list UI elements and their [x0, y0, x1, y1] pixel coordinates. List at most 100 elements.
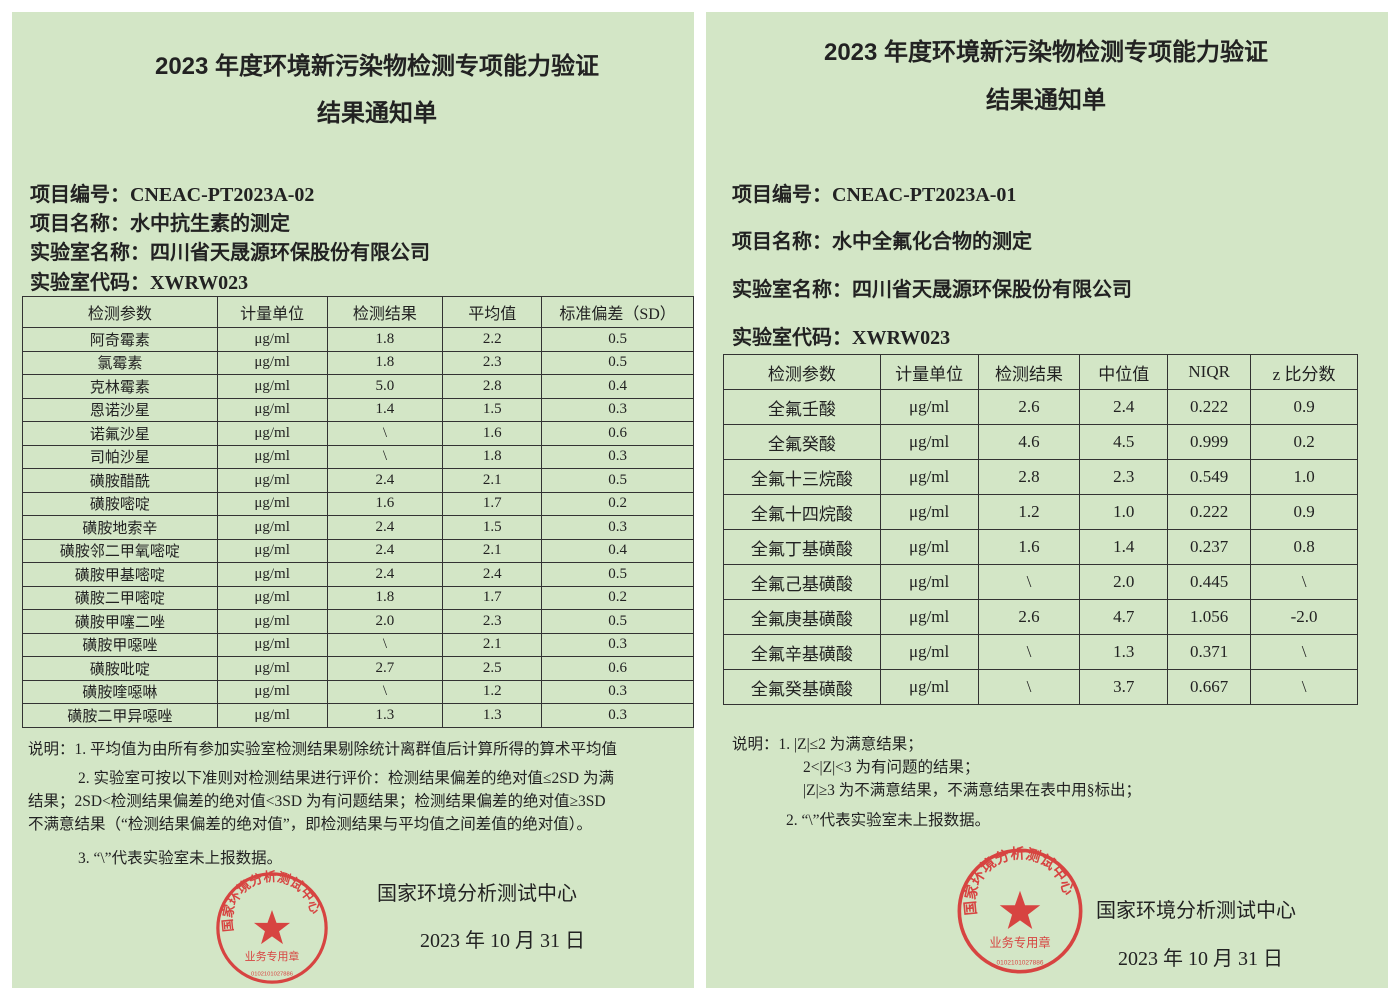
table-cell: 磺胺吡啶: [22, 656, 218, 681]
table-cell: 磺胺二甲嘧啶: [22, 585, 218, 610]
table-cell: 0.3: [541, 397, 694, 422]
table-cell: μg/ml: [216, 703, 328, 728]
table-cell: 1.5: [442, 515, 543, 540]
table-cell: 0.5: [541, 562, 694, 587]
table-cell: 全氟壬酸: [723, 389, 881, 425]
table-cell: 0.5: [541, 327, 694, 352]
table-cell: 1.056: [1167, 599, 1252, 635]
table-cell: 2.4: [326, 562, 444, 587]
table-cell: 0.4: [541, 374, 694, 399]
table-cell: 2.1: [442, 538, 543, 563]
left-project-name: 项目名称：水中抗生素的测定: [30, 213, 290, 235]
table-cell: μg/ml: [216, 562, 328, 587]
table-cell: μg/ml: [216, 444, 328, 469]
table-cell: 0.4: [541, 538, 694, 563]
table-cell: μg/ml: [216, 468, 328, 493]
table-cell: 0.3: [541, 703, 694, 728]
table-cell: 0.3: [541, 515, 694, 540]
table-cell: μg/ml: [879, 634, 979, 670]
table-cell: 1.0: [1250, 459, 1358, 495]
table-row: 全氟十三烷酸 μg/ml 2.8 2.3 0.549 1.0: [723, 459, 1358, 495]
left-note-1: 说明：1. 平均值为由所有参加实验室检测结果剔除统计离群值后计算所得的算术平均值: [28, 741, 618, 758]
table-cell: 诺氟沙星: [22, 421, 218, 446]
table-cell: \: [1250, 669, 1358, 705]
table-cell: 2.4: [1079, 389, 1169, 425]
table-cell: 磺胺二甲异噁唑: [22, 703, 218, 728]
left-results-table: 检测参数 计量单位 检测结果 平均值 标准偏差（SD） 阿奇霉素 μg/ml 1.8 2.2 0.…: [22, 296, 694, 728]
table-cell: 2.4: [326, 468, 444, 493]
table-header-row: 检测参数 计量单位 检测结果 中位值 NIQR z 比分数: [723, 354, 1358, 390]
table-cell: 0.9: [1250, 494, 1358, 530]
table-cell: 2.3: [1079, 459, 1169, 495]
right-note-1b: 2<|Z|<3 为有问题的结果；: [803, 759, 980, 776]
table-cell: 0.6: [541, 656, 694, 681]
table-cell: 全氟十四烷酸: [723, 494, 881, 530]
table-cell: 0.2: [1250, 424, 1358, 460]
table-cell: 1.6: [977, 529, 1081, 565]
column-header: 计量单位: [879, 354, 979, 390]
table-cell: 1.3: [1079, 634, 1169, 670]
table-row: 全氟壬酸 μg/ml 2.6 2.4 0.222 0.9: [723, 389, 1358, 425]
right-lab-name: 实验室名称：四川省天晟源环保股份有限公司: [732, 279, 1132, 301]
table-cell: 0.667: [1167, 669, 1252, 705]
table-cell: \: [1250, 634, 1358, 670]
table-cell: 磺胺嘧啶: [22, 491, 218, 516]
table-cell: μg/ml: [216, 374, 328, 399]
table-cell: μg/ml: [216, 491, 328, 516]
table-cell: \: [977, 669, 1081, 705]
seal-ring: [216, 872, 328, 984]
right-signature: 国家环境分析测试中心: [1096, 900, 1296, 922]
table-row: 阿奇霉素 μg/ml 1.8 2.2 0.5: [22, 327, 694, 352]
seal-ring: [957, 848, 1083, 974]
table-row: 氯霉素 μg/ml 1.8 2.3 0.5: [22, 350, 694, 375]
table-cell: 0.549: [1167, 459, 1252, 495]
left-note-2-cont: 结果；2SD<检测结果偏差的绝对值<3SD 为有问题结果；检测结果偏差的绝对值≥…: [28, 793, 606, 810]
table-cell: μg/ml: [879, 459, 979, 495]
table-cell: 磺胺地索辛: [22, 515, 218, 540]
table-cell: 阿奇霉素: [22, 327, 218, 352]
left-date: 2023 年 10 月 31 日: [420, 930, 585, 952]
table-cell: 全氟十三烷酸: [723, 459, 881, 495]
seal-subtext: 业务专用章: [245, 949, 300, 963]
column-header: z 比分数: [1250, 354, 1358, 390]
table-cell: 磺胺甲噻二唑: [22, 609, 218, 634]
column-header: 检测结果: [326, 296, 444, 328]
star-icon: [253, 909, 291, 945]
table-cell: 1.7: [442, 585, 543, 610]
table-cell: μg/ml: [216, 632, 328, 657]
left-lab-code: 实验室代码：XWRW023: [30, 272, 249, 294]
table-cell: 0.2: [541, 585, 694, 610]
table-cell: 1.4: [326, 397, 444, 422]
table-cell: 1.2: [977, 494, 1081, 530]
column-header: 中位值: [1079, 354, 1169, 390]
right-note-1: 说明：1. |Z|≤2 为满意结果；: [732, 736, 923, 753]
left-signature: 国家环境分析测试中心: [377, 883, 577, 905]
table-cell: 2.2: [442, 327, 543, 352]
table-cell: \: [977, 634, 1081, 670]
table-row: 全氟十四烷酸 μg/ml 1.2 1.0 0.222 0.9: [723, 494, 1358, 530]
table-cell: μg/ml: [216, 350, 328, 375]
table-cell: 2.7: [326, 656, 444, 681]
table-row: 全氟己基磺酸 μg/ml \ 2.0 0.445 \: [723, 564, 1358, 600]
table-cell: μg/ml: [879, 564, 979, 600]
table-cell: 1.0: [1079, 494, 1169, 530]
table-cell: 1.8: [326, 585, 444, 610]
table-cell: μg/ml: [879, 529, 979, 565]
table-cell: 0.3: [541, 679, 694, 704]
table-cell: 0.222: [1167, 389, 1252, 425]
table-cell: 1.6: [442, 421, 543, 446]
left-title-line2: 结果通知单: [317, 100, 437, 127]
table-cell: 2.3: [442, 609, 543, 634]
table-header-row: 检测参数 计量单位 检测结果 平均值 标准偏差（SD）: [22, 296, 694, 328]
column-header: 标准偏差（SD）: [541, 296, 694, 328]
table-row: 磺胺二甲嘧啶 μg/ml 1.8 1.7 0.2: [22, 585, 694, 610]
table-cell: 全氟丁基磺酸: [723, 529, 881, 565]
table-cell: 2.8: [442, 374, 543, 399]
table-cell: 磺胺邻二甲氧嘧啶: [22, 538, 218, 563]
table-cell: 磺胺甲基嘧啶: [22, 562, 218, 587]
table-cell: 0.8: [1250, 529, 1358, 565]
table-cell: \: [1250, 564, 1358, 600]
left-note-2-cont2: 不满意结果（“检测结果偏差的绝对值”，即检测结果与平均值之间差值的绝对值）。: [28, 816, 593, 833]
table-cell: 克林霉素: [22, 374, 218, 399]
seal-subtext: 业务专用章: [989, 935, 1050, 950]
